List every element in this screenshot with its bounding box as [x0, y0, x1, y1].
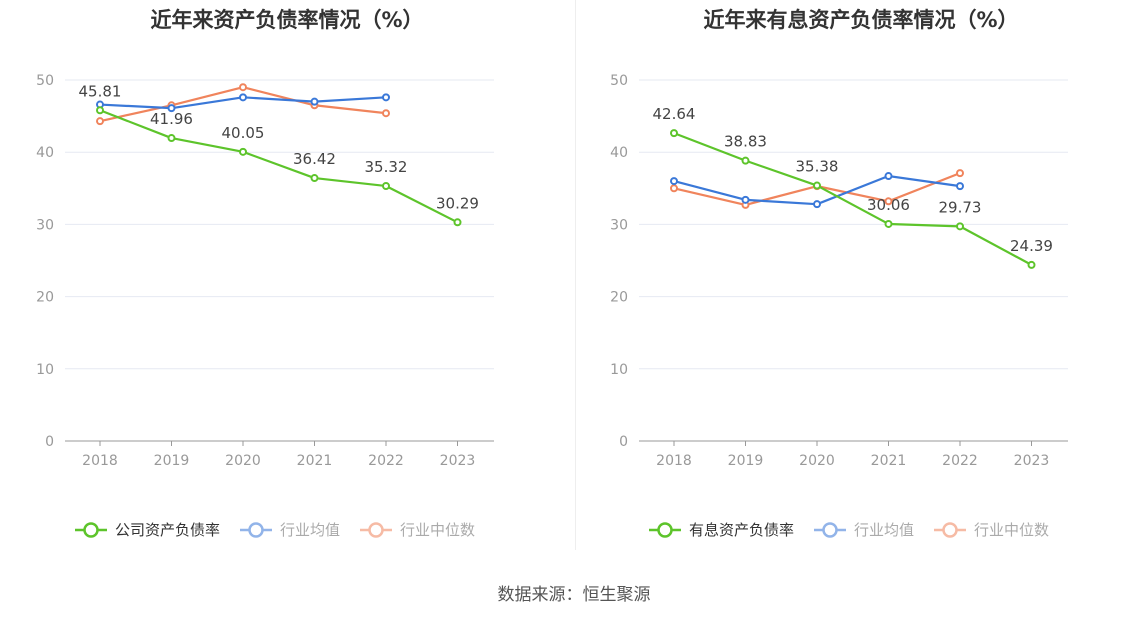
data-point — [884, 172, 893, 181]
data-point — [741, 195, 750, 204]
y-tick-label: 0 — [619, 434, 628, 450]
data-point — [956, 182, 964, 191]
data-point — [1027, 260, 1036, 269]
legend-label: 有息资产负债率 — [689, 521, 794, 539]
data-point — [670, 184, 678, 193]
data-point — [453, 218, 462, 227]
y-tick-label: 0 — [45, 434, 54, 450]
y-tick-label: 10 — [36, 362, 54, 378]
legend-swatch-marker — [822, 522, 838, 538]
y-tick-label: 50 — [36, 73, 54, 89]
data-label: 30.29 — [436, 194, 479, 212]
legend-label: 行业中位数 — [974, 521, 1049, 539]
data-point — [96, 106, 104, 115]
data-point — [884, 219, 893, 228]
line-chart-interest-debt-ratio: 0 10 20 30 40 50 2018 2019 2020 2021 2022 2023 42.64… — [610, 73, 1068, 539]
y-tick-label: 30 — [610, 217, 628, 233]
data-point — [813, 200, 821, 209]
line-chart-debt-ratio: 0 10 20 30 40 50 2018 2019 2020 2021 2022 2023 45.81… — [36, 73, 494, 539]
legend-label: 行业均值 — [854, 521, 914, 539]
legend-item: 行业中位数 — [934, 521, 1049, 539]
data-label: 36.42 — [293, 150, 336, 168]
data-point — [670, 129, 678, 138]
chart-panel-interest-debt-ratio: 近年来有息资产负债率情况（%） 0 10 20 30 40 50 2018 2019 2020 2… — [574, 0, 1148, 560]
panel-divider — [575, 0, 576, 550]
x-tick-label: 2023 — [1014, 453, 1050, 469]
legend-swatch-marker — [83, 522, 99, 538]
data-label: 40.05 — [222, 124, 265, 142]
chart-title: 近年来资产负债率情况（%） — [150, 8, 424, 32]
x-tick-label: 2020 — [225, 453, 261, 469]
data-point — [884, 197, 893, 206]
legend-label: 公司资产负债率 — [115, 521, 220, 539]
data-point — [670, 177, 678, 186]
data-point — [239, 83, 247, 92]
x-tick-label: 2019 — [154, 453, 190, 469]
x-tick-label: 2021 — [297, 453, 333, 469]
y-tick-label: 40 — [610, 145, 628, 161]
y-tick-label: 10 — [610, 362, 628, 378]
data-label: 35.38 — [796, 158, 839, 176]
data-point — [239, 93, 247, 102]
data-point — [167, 104, 176, 113]
x-tick-label: 2020 — [799, 453, 835, 469]
series-line — [99, 86, 387, 123]
data-label: 30.06 — [867, 196, 910, 214]
data-label: 35.32 — [365, 158, 408, 176]
data-point — [167, 134, 176, 143]
data-point — [382, 181, 390, 190]
legend-item: 行业均值 — [814, 521, 914, 539]
chart-panel-debt-ratio: 近年来资产负债率情况（%） 0 10 20 30 40 50 2018 2019 2020 202… — [0, 0, 574, 560]
chart-title: 近年来有息资产负债率情况（%） — [703, 8, 1019, 32]
x-tick-label: 2021 — [871, 453, 907, 469]
data-point — [956, 222, 964, 231]
legend-label: 行业均值 — [280, 521, 340, 539]
x-tick-label: 2018 — [656, 453, 692, 469]
data-point — [382, 93, 390, 102]
x-tick-label: 2019 — [728, 453, 764, 469]
data-label: 24.39 — [1010, 237, 1053, 255]
data-point — [382, 109, 390, 118]
data-label: 38.83 — [724, 133, 767, 151]
x-tick-label: 2022 — [942, 453, 978, 469]
data-source-caption: 数据来源：恒生聚源 — [497, 585, 651, 605]
legend-item: 公司资产负债率 — [75, 521, 220, 539]
y-tick-label: 40 — [36, 145, 54, 161]
y-tick-label: 50 — [610, 73, 628, 89]
data-point — [813, 181, 821, 190]
y-tick-label: 30 — [36, 217, 54, 233]
data-point — [310, 97, 319, 106]
x-tick-label: 2022 — [368, 453, 404, 469]
legend-item: 有息资产负债率 — [649, 521, 794, 539]
legend-item: 行业中位数 — [360, 521, 475, 539]
series-line — [99, 109, 458, 224]
data-label: 42.64 — [653, 105, 696, 123]
legend-swatch-marker — [248, 522, 264, 538]
data-label: 41.96 — [150, 110, 193, 128]
legend-swatch-marker — [368, 522, 384, 538]
y-tick-label: 20 — [610, 290, 628, 306]
data-point — [96, 117, 104, 126]
x-tick-label: 2023 — [440, 453, 476, 469]
data-point — [956, 169, 964, 178]
legend-label: 行业中位数 — [400, 521, 475, 539]
x-tick-label: 2018 — [82, 453, 118, 469]
data-label: 29.73 — [939, 198, 982, 216]
legend-swatch-marker — [657, 522, 673, 538]
data-point — [310, 174, 319, 183]
legend-item: 行业均值 — [240, 521, 340, 539]
series-line — [673, 132, 1033, 266]
y-tick-label: 20 — [36, 290, 54, 306]
data-point — [239, 147, 247, 156]
data-label: 45.81 — [79, 82, 122, 100]
legend-swatch-marker — [942, 522, 958, 538]
data-point — [741, 156, 750, 165]
